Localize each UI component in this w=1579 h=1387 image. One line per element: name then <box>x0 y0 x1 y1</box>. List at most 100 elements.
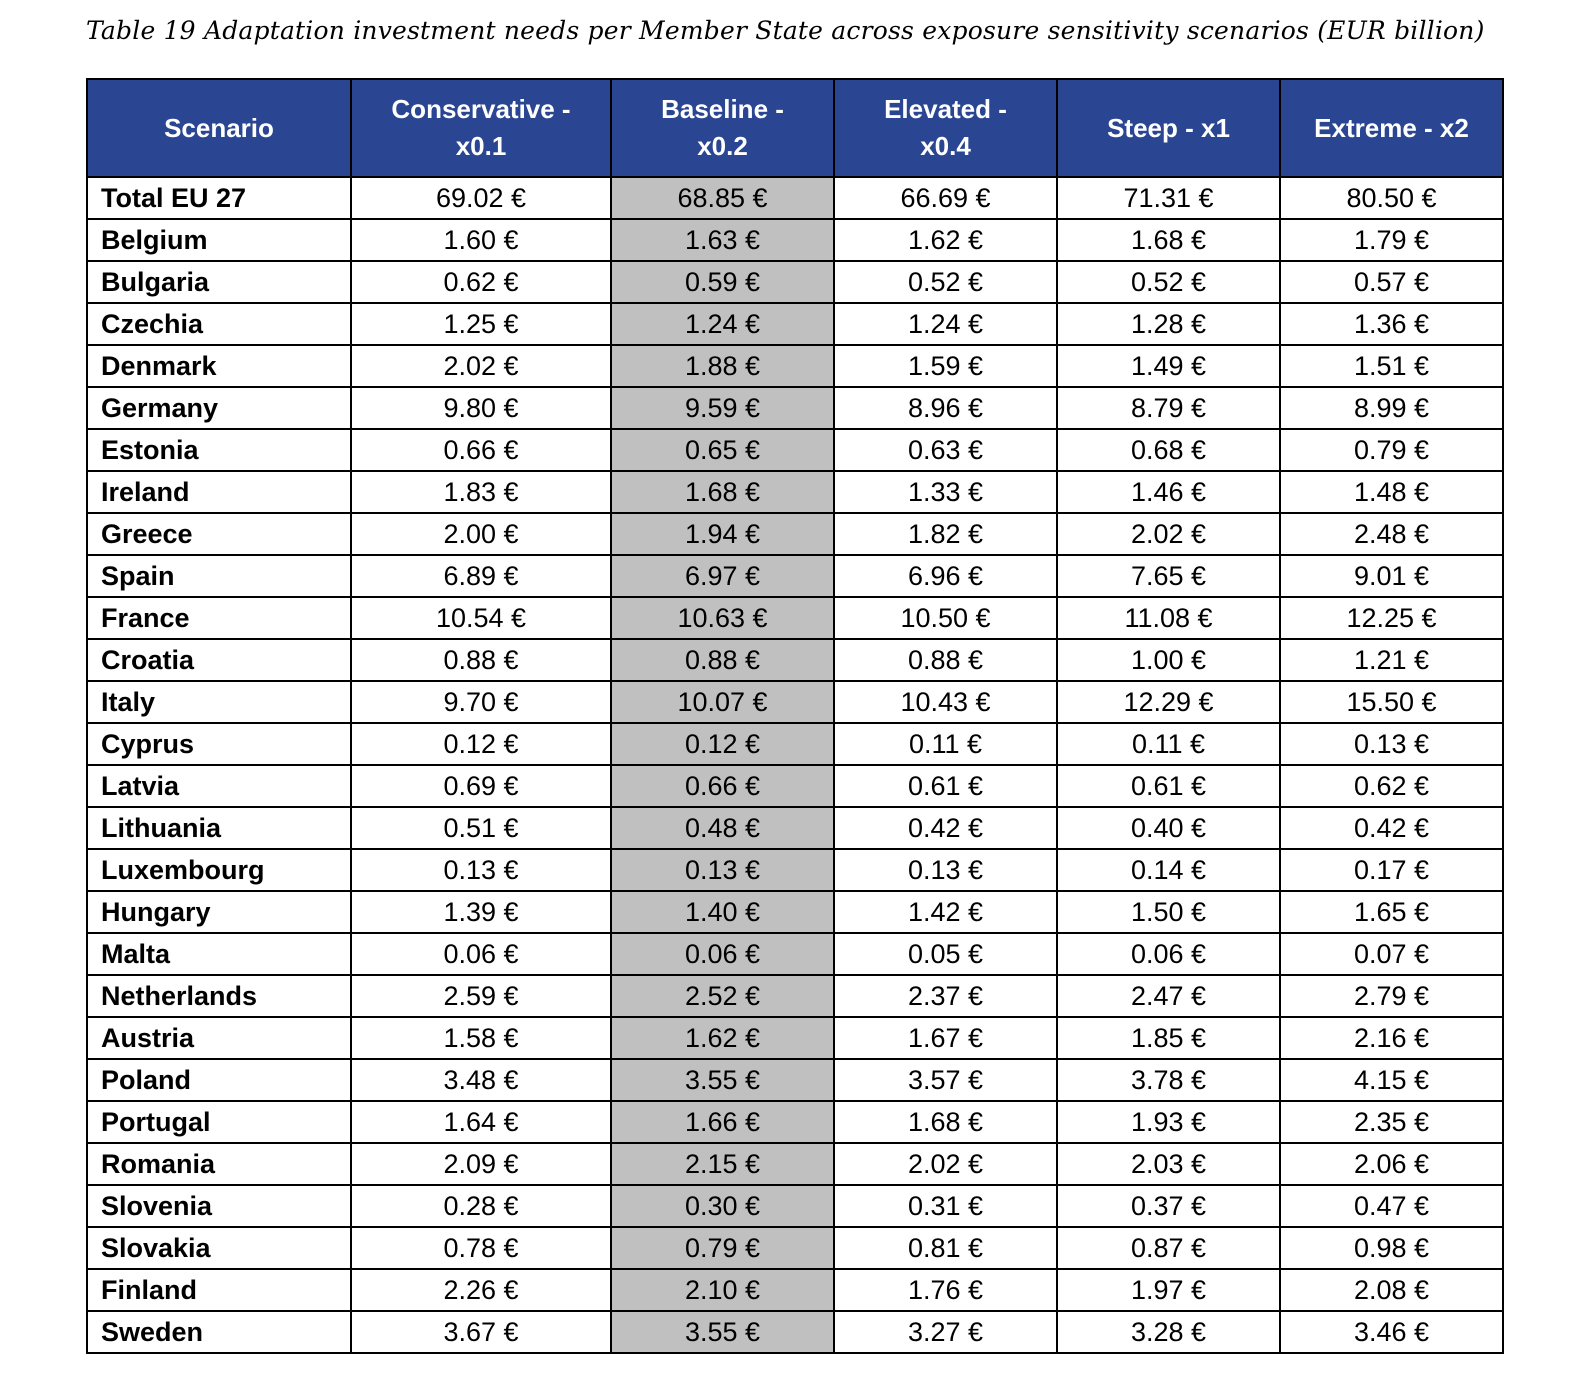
cell-value: 0.06 € <box>350 932 612 976</box>
cell-value: 0.42 € <box>833 806 1058 850</box>
cell-value: 0.51 € <box>350 806 612 850</box>
cell-value: 1.97 € <box>1056 1268 1281 1312</box>
column-header: Steep - x1 <box>1056 78 1281 178</box>
cell-value: 1.28 € <box>1056 302 1281 346</box>
row-name: Slovenia <box>86 1184 352 1228</box>
cell-value: 9.59 € <box>610 386 835 430</box>
row-name: Denmark <box>86 344 352 388</box>
cell-value: 1.59 € <box>833 344 1058 388</box>
cell-value: 9.80 € <box>350 386 612 430</box>
row-name: Luxembourg <box>86 848 352 892</box>
row-name: Hungary <box>86 890 352 934</box>
cell-value: 0.62 € <box>1279 764 1504 808</box>
cell-value: 2.26 € <box>350 1268 612 1312</box>
cell-value: 0.61 € <box>833 764 1058 808</box>
cell-value: 10.54 € <box>350 596 612 640</box>
table-row: Latvia 0.69 €0.66 €0.61 €0.61 €0.62 € <box>86 764 1504 808</box>
cell-value: 3.28 € <box>1056 1310 1281 1354</box>
cell-value: 10.50 € <box>833 596 1058 640</box>
cell-value: 3.48 € <box>350 1058 612 1102</box>
row-name: Austria <box>86 1016 352 1060</box>
cell-value: 0.63 € <box>833 428 1058 472</box>
cell-value: 0.88 € <box>833 638 1058 682</box>
cell-value: 3.78 € <box>1056 1058 1281 1102</box>
cell-value: 0.12 € <box>610 722 835 766</box>
row-name: Greece <box>86 512 352 556</box>
cell-value: 0.62 € <box>350 260 612 304</box>
cell-value: 2.08 € <box>1279 1268 1504 1312</box>
cell-value: 3.55 € <box>610 1310 835 1354</box>
cell-value: 0.65 € <box>610 428 835 472</box>
table-body: Total EU 27 69.02 €68.85 €66.69 €71.31 €8… <box>86 176 1504 1354</box>
cell-value: 12.29 € <box>1056 680 1281 724</box>
cell-value: 0.68 € <box>1056 428 1281 472</box>
data-table: Scenario Conservative - x0.1 Baseline - x0… <box>86 78 1504 1354</box>
table-row: Greece 2.00 €1.94 €1.82 €2.02 €2.48 € <box>86 512 1504 556</box>
cell-value: 0.52 € <box>1056 260 1281 304</box>
cell-value: 0.52 € <box>833 260 1058 304</box>
cell-value: 0.13 € <box>350 848 612 892</box>
cell-value: 0.42 € <box>1279 806 1504 850</box>
column-header: Baseline - x0.2 <box>610 78 835 178</box>
row-name: Slovakia <box>86 1226 352 1270</box>
table-row: Luxembourg 0.13 €0.13 €0.13 €0.14 €0.17 € <box>86 848 1504 892</box>
table-row: Austria 1.58 €1.62 €1.67 €1.85 €2.16 € <box>86 1016 1504 1060</box>
cell-value: 1.21 € <box>1279 638 1504 682</box>
cell-value: 6.97 € <box>610 554 835 598</box>
cell-value: 0.13 € <box>833 848 1058 892</box>
row-name: Estonia <box>86 428 352 472</box>
cell-value: 1.00 € <box>1056 638 1281 682</box>
table-row: Total EU 27 69.02 €68.85 €66.69 €71.31 €8… <box>86 176 1504 220</box>
table-row: Belgium 1.60 €1.63 €1.62 €1.68 €1.79 € <box>86 218 1504 262</box>
cell-value: 2.10 € <box>610 1268 835 1312</box>
cell-value: 0.47 € <box>1279 1184 1504 1228</box>
cell-value: 80.50 € <box>1279 176 1504 220</box>
cell-value: 1.79 € <box>1279 218 1504 262</box>
cell-value: 9.01 € <box>1279 554 1504 598</box>
row-name: Ireland <box>86 470 352 514</box>
table-row: Cyprus 0.12 €0.12 €0.11 €0.11 €0.13 € <box>86 722 1504 766</box>
cell-value: 0.78 € <box>350 1226 612 1270</box>
cell-value: 1.24 € <box>833 302 1058 346</box>
cell-value: 2.02 € <box>350 344 612 388</box>
cell-value: 0.81 € <box>833 1226 1058 1270</box>
row-name: Latvia <box>86 764 352 808</box>
cell-value: 0.11 € <box>1056 722 1281 766</box>
cell-value: 0.13 € <box>1279 722 1504 766</box>
row-name: Romania <box>86 1142 352 1186</box>
cell-value: 0.79 € <box>1279 428 1504 472</box>
row-name: Lithuania <box>86 806 352 850</box>
cell-value: 0.69 € <box>350 764 612 808</box>
cell-value: 1.36 € <box>1279 302 1504 346</box>
table-row: France 10.54 €10.63 €10.50 €11.08 €12.25 … <box>86 596 1504 640</box>
cell-value: 15.50 € <box>1279 680 1504 724</box>
cell-value: 0.57 € <box>1279 260 1504 304</box>
cell-value: 1.66 € <box>610 1100 835 1144</box>
cell-value: 1.40 € <box>610 890 835 934</box>
table-row: Hungary 1.39 €1.40 €1.42 €1.50 €1.65 € <box>86 890 1504 934</box>
cell-value: 0.98 € <box>1279 1226 1504 1270</box>
table-row: Portugal 1.64 €1.66 €1.68 €1.93 €2.35 € <box>86 1100 1504 1144</box>
cell-value: 2.02 € <box>1056 512 1281 556</box>
row-name: Netherlands <box>86 974 352 1018</box>
cell-value: 8.96 € <box>833 386 1058 430</box>
table-row: Romania 2.09 €2.15 €2.02 €2.03 €2.06 € <box>86 1142 1504 1186</box>
header-row: Scenario Conservative - x0.1 Baseline - x0… <box>86 78 1504 178</box>
column-header-text: Scenario <box>164 112 274 143</box>
cell-value: 1.68 € <box>1056 218 1281 262</box>
row-name: Sweden <box>86 1310 352 1354</box>
table-row: Germany 9.80 €9.59 €8.96 €8.79 €8.99 € <box>86 386 1504 430</box>
cell-value: 0.12 € <box>350 722 612 766</box>
row-name: Poland <box>86 1058 352 1102</box>
row-name: Italy <box>86 680 352 724</box>
table-row: Spain 6.89 €6.97 €6.96 €7.65 €9.01 € <box>86 554 1504 598</box>
cell-value: 1.63 € <box>610 218 835 262</box>
cell-value: 1.88 € <box>610 344 835 388</box>
cell-value: 1.68 € <box>833 1100 1058 1144</box>
column-header: Extreme - x2 <box>1279 78 1504 178</box>
cell-value: 0.66 € <box>350 428 612 472</box>
cell-value: 1.68 € <box>610 470 835 514</box>
table-row: Slovakia 0.78 €0.79 €0.81 €0.87 €0.98 € <box>86 1226 1504 1270</box>
table-row: Sweden 3.67 €3.55 €3.27 €3.28 €3.46 € <box>86 1310 1504 1354</box>
